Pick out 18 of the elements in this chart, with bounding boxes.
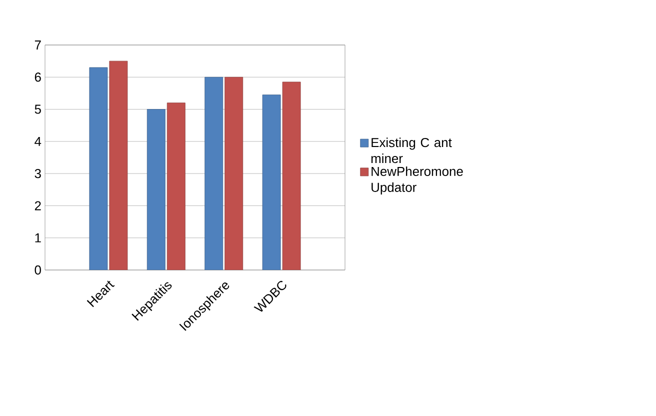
y-tick-label: 2: [34, 201, 41, 210]
bar: [89, 67, 108, 270]
y-tick-label: 0: [34, 265, 41, 275]
legend-label: NewPheromone Updator: [372, 166, 463, 195]
bar: [262, 94, 281, 270]
y-tick-label: 7: [34, 40, 41, 50]
y-tick-label: 3: [34, 168, 41, 178]
bar: [204, 76, 224, 270]
bar: [109, 60, 128, 270]
y-tick-label: 6: [34, 72, 41, 82]
legend-label: Existing C ant miner: [371, 138, 452, 164]
bar: [224, 76, 244, 270]
y-tick-label: 5: [34, 104, 41, 114]
bar: [146, 109, 166, 270]
y-tick-label: 4: [34, 136, 42, 146]
bar: [282, 82, 301, 270]
y-tick-label: 1: [35, 233, 41, 242]
bar: [166, 102, 186, 270]
